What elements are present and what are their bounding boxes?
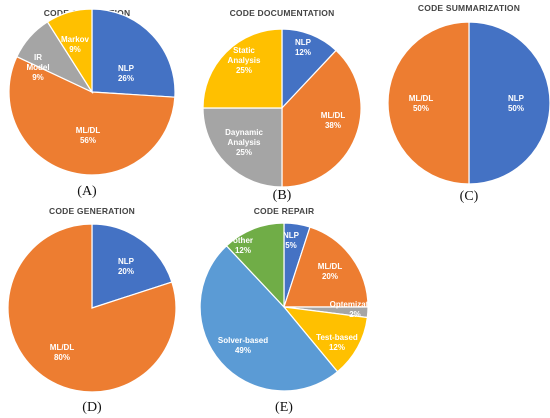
chart-caption: (A) (77, 184, 97, 199)
slice-percent: 9% (69, 45, 81, 54)
pie-slice-daynamic-analysis (202, 107, 283, 188)
pie-slice-markov (46, 8, 93, 95)
chart-title: CODE SUMMARIZATION (418, 3, 520, 13)
slice-label-text: Daynamic (225, 128, 263, 137)
chart-code-documentation: CODE DOCUMENTATION NLP 12% ML/DL 38% Daynamic… (202, 8, 362, 203)
slice-label-text: NLP (508, 94, 525, 103)
slice-label-text: NLP (295, 38, 312, 47)
slice-label-optemization: Optemization 2% (330, 300, 381, 319)
slice-label-text: other (233, 236, 253, 245)
pie-slice-nlp (468, 21, 550, 185)
pie-slice-test-based (282, 306, 369, 373)
slice-label-nlp: NLP 26% (118, 64, 135, 83)
pie-slice-ml-dl (281, 49, 362, 188)
slice-percent: 12% (329, 343, 345, 352)
slice-percent: 80% (54, 353, 70, 362)
chart-caption: (B) (273, 188, 292, 203)
chart-title: CODE DOCUMENTATION (230, 8, 335, 18)
slice-label-text: Model (26, 63, 49, 72)
slice-percent: 12% (295, 48, 311, 57)
slice-label-text: Analysis (228, 138, 261, 147)
slice-label-test-based: Test-based 12% (316, 333, 358, 352)
slice-percent: 26% (118, 74, 134, 83)
slice-label-text: Markov (61, 35, 90, 44)
slice-label-ml-dl: ML/DL 50% (409, 94, 434, 113)
slice-label-ml-dl: ML/DL 80% (50, 343, 75, 362)
slice-label-text: Solver-based (218, 336, 268, 345)
slice-percent: 9% (32, 73, 44, 82)
pie-slice-static-analysis (202, 28, 283, 109)
slice-label-solver-based: Solver-based 49% (218, 336, 268, 355)
slice-percent: 49% (235, 346, 251, 355)
slice-label-nlp: NLP 12% (295, 38, 312, 57)
pie-slice-other (225, 222, 285, 309)
chart-code-generation: CODE GENERATION NLP 20% ML/DL 80% (D) (7, 206, 177, 415)
slice-percent: 38% (325, 121, 341, 130)
slice-label-text: Analysis (228, 56, 261, 65)
pie-slice-nlp (91, 8, 176, 98)
slice-percent: 20% (322, 272, 338, 281)
slice-label-text: NLP (118, 64, 135, 73)
slice-percent: 50% (508, 104, 524, 113)
slice-percent: 25% (236, 66, 252, 75)
slice-label-text: ML/DL (409, 94, 434, 103)
chart-code-repair: CODE REPAIR NLP 5% ML/DL 20% Optemization 2% Te… (199, 206, 381, 415)
slice-label-ir-model: IR Model 9% (26, 53, 49, 82)
slice-label-text: IR (34, 53, 42, 62)
chart-caption: (D) (82, 400, 102, 415)
slice-label-ml-dl: ML/DL 56% (76, 126, 101, 145)
slice-percent: 56% (80, 136, 96, 145)
slice-label-daynamic-analysis: Daynamic Analysis 25% (225, 128, 263, 157)
slice-label-text: Test-based (316, 333, 358, 342)
slice-percent: 5% (285, 241, 297, 250)
slice-label-markov: Markov 9% (61, 35, 90, 54)
slice-label-text: ML/DL (318, 262, 343, 271)
chart-title: CODE REPAIR (254, 206, 315, 216)
pie-slice-nlp (91, 223, 173, 309)
pie-slice-solver-based (199, 244, 339, 392)
pie-slice-ml-dl (283, 226, 369, 308)
slice-percent: 25% (236, 148, 252, 157)
slice-percent: 20% (118, 267, 134, 276)
slice-label-text: ML/DL (76, 126, 101, 135)
slice-label-other: other 12% (233, 236, 253, 255)
slice-percent: 12% (235, 246, 251, 255)
slice-percent: 50% (413, 104, 429, 113)
slice-label-text: Optemization (330, 300, 381, 309)
slice-label-nlp: NLP 20% (118, 257, 135, 276)
slice-label-static-analysis: Static Analysis 25% (228, 46, 261, 75)
slice-percent: 2% (349, 310, 361, 319)
slice-label-ml-dl: ML/DL 20% (318, 262, 343, 281)
slice-label-ml-dl: ML/DL 38% (321, 111, 346, 130)
slice-label-nlp: NLP 50% (508, 94, 525, 113)
pie-slice-ml-dl (387, 21, 470, 185)
chart-title: CODE GENERATION (49, 206, 135, 216)
slice-label-text: Static (233, 46, 255, 55)
pie-slice-ml-dl (8, 55, 176, 176)
pie-slice-nlp (281, 28, 337, 110)
slice-label-nlp: NLP 5% (283, 231, 300, 250)
slice-label-text: NLP (283, 231, 300, 240)
chart-caption: (C) (460, 189, 479, 204)
slice-label-text: ML/DL (321, 111, 346, 120)
chart-code-completion: CODE COMPLETIONNLP26%ML/DL56%IRModel9%Ma… (8, 8, 176, 199)
slice-label-text: ML/DL (50, 343, 75, 352)
slice-label-text: NLP (118, 257, 135, 266)
chart-caption: (E) (275, 400, 293, 415)
pie-slice-ml-dl (7, 223, 177, 393)
